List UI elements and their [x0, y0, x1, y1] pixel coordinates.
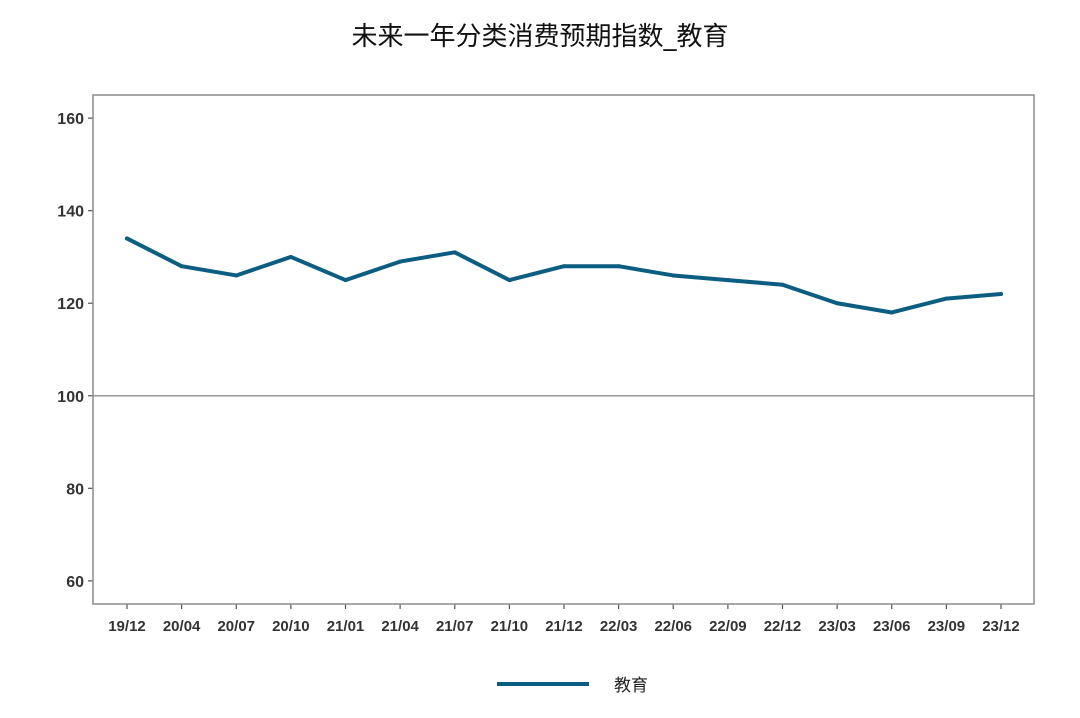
- plot-frame: [92, 94, 1035, 605]
- data-point: [343, 278, 348, 283]
- data-point: [452, 250, 457, 255]
- x-tick-label: 23/06: [873, 618, 911, 635]
- x-axis: 19/12 20/04 20/07 20/10 21/01 21/04 21/07 21/10…: [108, 604, 1020, 635]
- legend: 教育: [497, 676, 648, 696]
- y-tick-label: 100: [57, 389, 84, 406]
- y-tick-label: 160: [57, 111, 84, 128]
- chart-title: 未来一年分类消费预期指数_教育: [351, 22, 729, 52]
- series-line-education: [125, 236, 1003, 315]
- x-tick-label: 21/12: [545, 618, 583, 635]
- x-tick-label: 22/06: [654, 618, 692, 635]
- data-point: [616, 264, 621, 269]
- data-point: [562, 264, 566, 269]
- legend-label: 教育: [614, 676, 648, 696]
- x-tick-label: 23/03: [818, 618, 856, 635]
- x-tick-label: 20/04: [163, 618, 201, 635]
- x-tick-label: 23/12: [982, 618, 1020, 635]
- y-tick-label: 60: [66, 574, 84, 591]
- data-point: [288, 254, 293, 259]
- data-point: [725, 278, 730, 283]
- data-point: [179, 264, 184, 269]
- data-point: [944, 296, 949, 301]
- x-tick-label: 22/03: [600, 618, 638, 635]
- x-tick-label: 21/10: [491, 618, 529, 635]
- data-point: [234, 273, 239, 278]
- y-tick-label: 80: [66, 481, 84, 498]
- data-point: [999, 291, 1003, 296]
- data-point: [125, 236, 129, 241]
- y-tick-label: 140: [57, 204, 84, 221]
- x-tick-label: 22/09: [709, 618, 747, 635]
- data-point: [780, 282, 785, 287]
- data-point: [889, 310, 894, 315]
- x-tick-label: 21/01: [327, 618, 365, 635]
- series-layer: [125, 236, 1003, 315]
- data-point: [507, 278, 512, 283]
- data-point: [835, 301, 840, 306]
- x-tick-label: 23/09: [928, 618, 966, 635]
- data-point: [398, 259, 403, 264]
- x-tick-label: 22/12: [764, 618, 802, 635]
- y-tick-label: 120: [57, 296, 84, 313]
- data-point: [671, 273, 676, 278]
- x-tick-label: 20/10: [272, 618, 310, 635]
- x-tick-label: 20/07: [217, 618, 255, 635]
- y-axis: 60 80 100 120 140 160: [57, 111, 93, 591]
- x-tick-label: 21/07: [436, 618, 474, 635]
- x-tick-label: 21/04: [381, 618, 419, 635]
- x-tick-label: 19/12: [108, 618, 146, 635]
